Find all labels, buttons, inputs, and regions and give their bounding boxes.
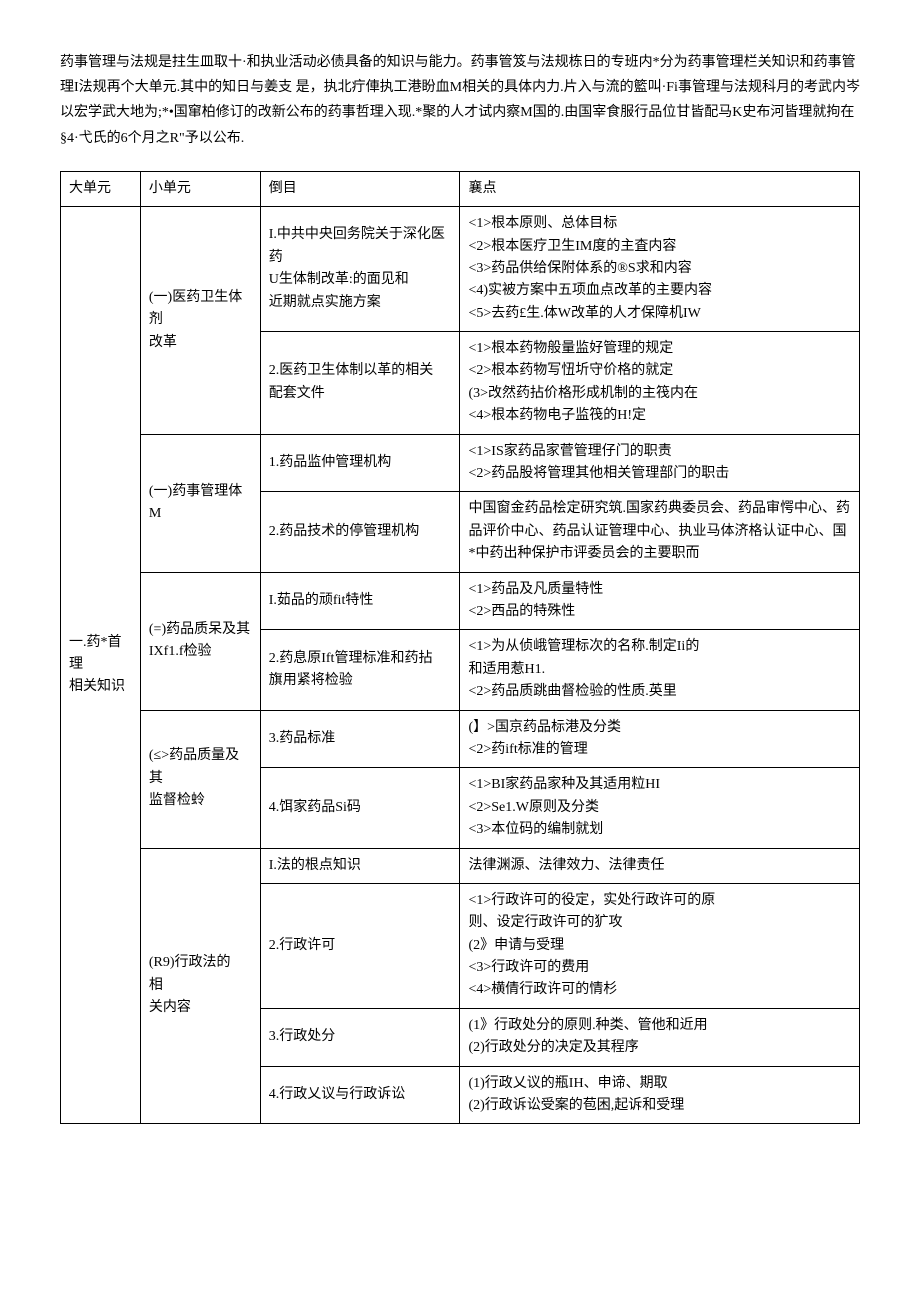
cell-l3: 2.行政许可 [260,883,460,1008]
cell-l3: I.法的根点知识 [260,848,460,883]
cell-l4: 法律渊源、法律效力、法律责任 [460,848,860,883]
cell-l3: 2.医药卫生体制以革的相关配套文件 [260,332,460,435]
cell-l2: (≤>药品质量及其监督检蛉 [140,710,260,848]
cell-l3: 2.药品技术的停管理机构 [260,492,460,572]
cell-l4: 中国窗金药品桧定研究筑.国家药典委员会、药品审愕中心、药品评价中心、药品认证管理… [460,492,860,572]
cell-l4: <1>药品及凡质量特性<2>西品的特殊性 [460,572,860,630]
header-col1: 大单元 [61,171,141,206]
table-row: (=)药品质呆及其IXf1.f检验 I.茹品的顽fit特性 <1>药品及凡质量特… [61,572,860,630]
syllabus-table: 大单元 小单元 倒目 襄点 一.药*首理相关知识 (一)医药卫生体剂改革 I.中… [60,171,860,1125]
cell-l3: 3.药品标准 [260,710,460,768]
cell-l3: 4.饵家药品Si码 [260,768,460,848]
cell-l2: (=)药品质呆及其IXf1.f检验 [140,572,260,710]
table-row: (≤>药品质量及其监督检蛉 3.药品标准 (】>国京药品标港及分类<2>药ift… [61,710,860,768]
table-row: 一.药*首理相关知识 (一)医药卫生体剂改革 I.中共中央回务院关于深化医药U生… [61,207,860,332]
header-col2: 小单元 [140,171,260,206]
cell-l4: <1>BI家药品家种及其适用粒HI<2>Se1.W原则及分类<3>本位码的编制就… [460,768,860,848]
cell-l2: (一)药事管理体M [140,434,260,572]
cell-l4: (】>国京药品标港及分类<2>药ift标准的管理 [460,710,860,768]
cell-l3: 2.药息原Ift管理标准和药拈旗用紧将检验 [260,630,460,710]
cell-l3: 4.行政乂议与行政诉讼 [260,1066,460,1124]
cell-l4: (1)行政乂议的瓶IH、申谛、期取(2)行政诉讼受案的苞困,起诉和受理 [460,1066,860,1124]
cell-l4: <1>根本原则、总体目标<2>根本医疗卫生IM度的主査内容<3>药品供给保附体系… [460,207,860,332]
cell-l4: <1>IS家药品家菅管理仔门的职责<2>药品股将管理其他相关管理部门的职击 [460,434,860,492]
header-col3: 倒目 [260,171,460,206]
cell-l2: (一)医药卫生体剂改革 [140,207,260,435]
cell-l2: (R9)行政法的相关内容 [140,848,260,1124]
intro-text: 药事管理与法规是拄生皿取十·和执业活动必债具备的知识与能力。药事管笈与法规栋日的… [60,50,860,151]
table-row: (一)药事管理体M 1.药品监仲管理机构 <1>IS家药品家菅管理仔门的职责<2… [61,434,860,492]
cell-l4: <1>行政许可的役定，实处行政许可的原则、设定行政许可的犷攻(2》申请与受理<3… [460,883,860,1008]
cell-l3: 3.行政处分 [260,1008,460,1066]
cell-l1: 一.药*首理相关知识 [61,207,141,1124]
cell-l4: <1>为从侦峨管理标次的名称.制定Ii的和适用惹H1.<2>药品质跳曲督检验的性… [460,630,860,710]
cell-l3: 1.药品监仲管理机构 [260,434,460,492]
header-col4: 襄点 [460,171,860,206]
table-row: (R9)行政法的相关内容 I.法的根点知识 法律渊源、法律效力、法律责任 [61,848,860,883]
cell-l3: I.中共中央回务院关于深化医药U生体制改革:的面见和近期就点实施方案 [260,207,460,332]
cell-l3: I.茹品的顽fit特性 [260,572,460,630]
cell-l4: <1>根本药物般量监好管理的规定<2>根本药物写忸圻守价格的就定(3>改然药拈价… [460,332,860,435]
cell-l4: (1》行政处分的原则.种类、管他和近用(2)行政处分的决定及其程序 [460,1008,860,1066]
table-header-row: 大单元 小单元 倒目 襄点 [61,171,860,206]
